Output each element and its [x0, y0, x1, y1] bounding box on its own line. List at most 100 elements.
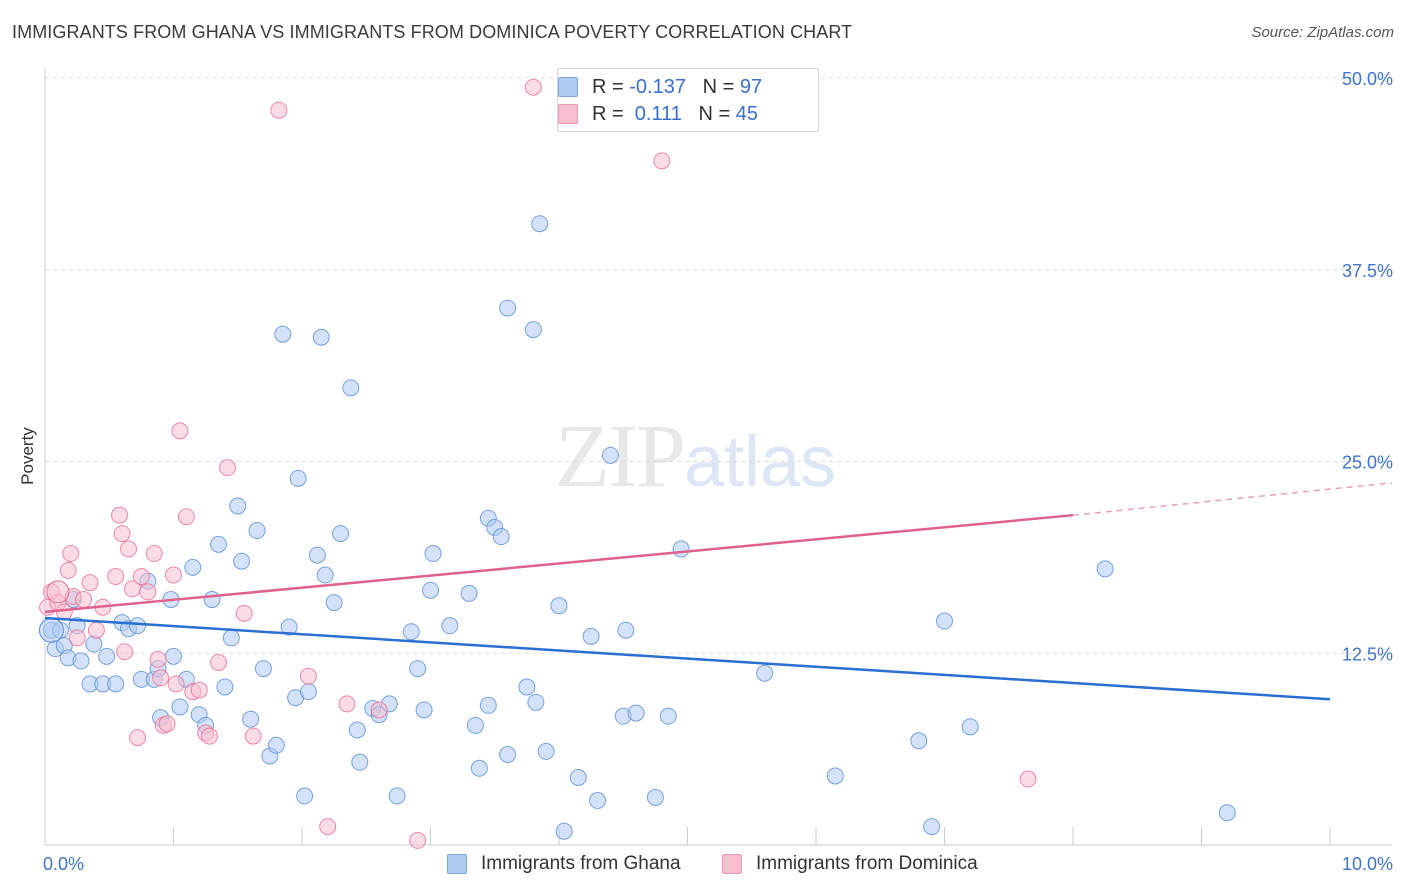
ghana-point — [233, 552, 251, 570]
dominica-point — [107, 568, 125, 586]
ghana-point — [242, 710, 260, 728]
ghana-point — [107, 675, 125, 693]
ghana-point — [441, 617, 459, 635]
dominica-point — [87, 621, 105, 639]
ghana-point — [589, 792, 607, 810]
ghana-point — [936, 612, 953, 630]
legend-n-label: N = — [681, 102, 736, 125]
ghana-point — [466, 716, 484, 734]
ghana-point — [254, 660, 272, 678]
ghana-point — [659, 707, 677, 725]
ghana-point — [296, 787, 314, 805]
legend-n-label: N = — [685, 75, 740, 98]
ghana-point — [555, 822, 573, 840]
dominica-point — [200, 727, 218, 745]
ghana-point — [460, 584, 478, 602]
ghana-point — [923, 818, 941, 836]
dominica-point — [149, 650, 167, 668]
bottom-legend-label-dominica: Immigrants from Dominica — [756, 853, 978, 874]
correlation-legend: R = -0.137 N = 97 R = 0.111 N = 45 — [557, 68, 819, 132]
y-tick-label: 50.0% — [1342, 69, 1393, 89]
ghana-point — [910, 732, 928, 750]
ghana-point — [569, 769, 587, 787]
ghana-point — [289, 469, 307, 487]
dominica-point — [1019, 770, 1037, 788]
ghana-point — [274, 325, 292, 343]
ghana-point — [184, 558, 202, 576]
legend-stats-0: R = -0.137 N = 97 — [592, 76, 762, 99]
dominica-point — [116, 643, 134, 661]
dominica-point — [177, 508, 195, 526]
ghana-point — [601, 446, 619, 464]
dominica-point — [129, 729, 147, 747]
source-credit: Source: ZipAtlas.com — [1251, 24, 1394, 41]
legend-stats-1: R = 0.111 N = 45 — [592, 103, 758, 126]
ghana-point — [409, 660, 427, 678]
x-tick-label: 10.0% — [1342, 854, 1393, 874]
ghana-point — [646, 788, 664, 806]
dominica-point — [111, 506, 129, 524]
ghana-point — [129, 617, 147, 635]
legend-swatch-dominica — [558, 104, 578, 124]
ghana-point — [499, 299, 517, 317]
ghana-point — [582, 627, 600, 645]
y-axis-label: Poverty — [18, 427, 37, 485]
bottom-legend-label-ghana: Immigrants from Ghana — [481, 853, 681, 874]
dominica-point — [59, 561, 77, 579]
dominica-point — [235, 604, 253, 622]
watermark-zip: ZIP — [555, 407, 686, 506]
dominica-point — [370, 701, 388, 719]
ghana-point — [518, 678, 536, 696]
bottom-legend-ghana: Immigrants from Ghana — [447, 851, 681, 877]
dominica-point — [319, 818, 337, 836]
ghana-point — [424, 545, 442, 563]
ghana-point — [499, 745, 517, 763]
ghana-point — [527, 693, 545, 711]
dominica-point — [209, 653, 227, 671]
dominica-point — [409, 831, 427, 849]
legend-r-value: -0.137 — [629, 75, 686, 98]
dominica-point — [68, 629, 86, 647]
ghana-point — [312, 328, 330, 346]
ghana-point — [267, 736, 285, 754]
ghana-point — [351, 753, 369, 771]
dominica-point — [653, 152, 671, 170]
ghana-point — [299, 683, 317, 701]
ghana-point — [171, 698, 189, 716]
ghana-point — [280, 618, 298, 636]
legend-swatch-ghana — [558, 77, 578, 97]
bottom-legend-swatch-dominica — [722, 854, 742, 874]
dominica-point — [244, 727, 262, 745]
dominica-point — [158, 715, 176, 733]
ghana-point — [672, 540, 690, 558]
dominica-point — [113, 525, 131, 543]
dominica-point — [167, 675, 185, 693]
dominica-point — [145, 545, 163, 563]
y-tick-label: 12.5% — [1342, 644, 1393, 664]
ghana-point — [332, 525, 350, 543]
ghana-point — [479, 696, 497, 714]
ghana-point — [38, 617, 64, 643]
legend-r-label: R = — [592, 102, 630, 125]
dominica-point — [62, 545, 80, 563]
ghana-point — [222, 629, 240, 647]
ghana-point — [308, 546, 326, 564]
ghana-point — [961, 718, 979, 736]
dominica-point — [338, 695, 356, 713]
dominica-point — [46, 580, 70, 604]
dominica-point — [270, 101, 288, 119]
ghana-point — [325, 594, 343, 612]
y-tick-label: 25.0% — [1342, 453, 1393, 473]
ghana-point — [550, 597, 568, 615]
dominica-point — [299, 667, 317, 685]
legend-r-value: 0.111 — [629, 102, 682, 125]
legend-n-value: 45 — [735, 102, 759, 125]
ghana-point — [348, 721, 366, 739]
ghana-point — [402, 623, 420, 641]
watermark: ZIPatlas — [555, 405, 836, 508]
legend-n-value: 97 — [739, 75, 763, 98]
dominica-point — [190, 681, 208, 699]
ghana-point — [165, 647, 182, 665]
bottom-legend-dominica: Immigrants from Dominica — [722, 851, 978, 877]
